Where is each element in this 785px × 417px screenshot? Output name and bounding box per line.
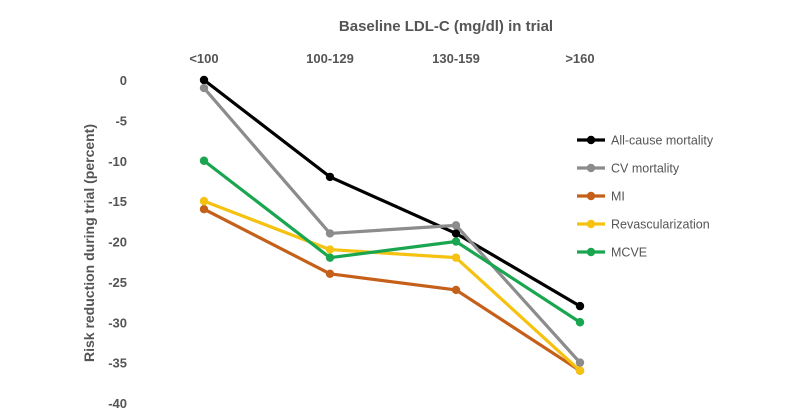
data-point: [451, 237, 461, 246]
x-category-labels: <100 100-129 130-159 >160: [189, 51, 594, 66]
legend-label: MCVE: [611, 246, 647, 260]
legend-label: Revascularization: [611, 218, 710, 232]
series-line: [203, 199, 582, 372]
legend-label: CV mortality: [611, 162, 680, 176]
chart-title: Baseline LDL-C (mg/dl) in trial: [339, 18, 553, 35]
legend: All-cause mortality CV mortality MI Revascu…: [577, 134, 714, 260]
x-tick-label: 130-159: [432, 51, 480, 66]
y-tick-label: -25: [108, 275, 127, 290]
data-point: [451, 253, 461, 262]
data-point: [575, 301, 585, 311]
series-lines: [199, 75, 585, 375]
data-point: [451, 229, 461, 238]
legend-item: MCVE: [577, 246, 647, 260]
legend-swatch-marker: [586, 163, 596, 173]
legend-item: MI: [577, 190, 625, 204]
y-tick-label: -35: [108, 356, 127, 371]
y-tick-label: -40: [108, 396, 127, 411]
data-point: [575, 366, 585, 375]
series-cv-mortality: [199, 83, 585, 367]
x-tick-label: <100: [189, 51, 218, 66]
data-point: [199, 196, 209, 206]
series-line: [203, 78, 581, 308]
x-tick-label: 100-129: [306, 51, 354, 66]
y-tick-label: 0: [120, 73, 127, 88]
y-tick-label: -30: [108, 315, 127, 330]
y-tick-label: -5: [115, 113, 127, 128]
y-tick-label: -15: [108, 194, 127, 209]
data-point: [199, 156, 209, 165]
y-tick-label: -10: [108, 154, 127, 169]
data-point: [451, 285, 461, 295]
legend-item: All-cause mortality: [577, 134, 714, 148]
data-point: [199, 75, 209, 85]
legend-label: All-cause mortality: [611, 134, 714, 148]
data-point: [199, 83, 209, 93]
data-point: [325, 172, 335, 182]
series-all-cause-mortality: [199, 75, 585, 311]
data-point: [199, 205, 209, 214]
data-point: [325, 269, 335, 278]
data-point: [451, 221, 461, 230]
series-line: [202, 87, 582, 364]
y-tick-label: -20: [108, 235, 127, 250]
data-point: [325, 245, 335, 254]
data-point: [325, 229, 335, 238]
series-line: [203, 207, 581, 373]
data-point: [575, 318, 585, 327]
legend-swatch-marker: [586, 219, 596, 229]
series-mcve: [199, 156, 585, 327]
x-tick-label: >160: [565, 51, 594, 66]
y-axis-label: Risk reduction during trial (percent): [81, 124, 97, 362]
series-line: [203, 159, 581, 324]
series-revascularization: [199, 196, 585, 375]
legend-item: Revascularization: [577, 218, 710, 232]
legend-swatch-marker: [586, 247, 596, 257]
data-point: [575, 358, 585, 367]
data-point: [325, 253, 335, 262]
legend-swatch-marker: [586, 135, 596, 145]
legend-item: CV mortality: [577, 162, 680, 176]
y-tick-labels: 0 -5 -10 -15 -20 -25 -30 -35 -40: [108, 73, 127, 411]
legend-label: MI: [611, 190, 625, 204]
legend-swatch-marker: [586, 191, 596, 201]
